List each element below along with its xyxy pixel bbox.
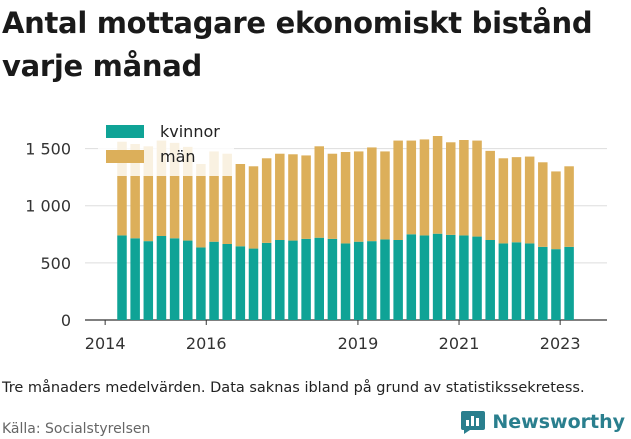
bar-segment-kvinnor (564, 246, 574, 320)
bar-segment-män (301, 155, 311, 239)
chart-title: Antal mottagare ekonomiskt bistånd varje… (2, 6, 593, 83)
bar-segment-män (367, 147, 377, 242)
bar-segment-män (406, 140, 417, 235)
x-axis: 2014 2016 2019 2021 2023 (85, 320, 581, 353)
bar-segment-kvinnor (511, 242, 522, 320)
legend-label-män: män (160, 147, 196, 166)
newsworthy-logo-icon (461, 411, 486, 434)
bar-segment-kvinnor (340, 243, 351, 320)
bar-segment-kvinnor (261, 242, 272, 320)
bar-segment-män (288, 154, 298, 241)
bar-segment-män (564, 166, 574, 247)
y-tick-label: 0 (61, 311, 71, 330)
bars (117, 136, 574, 320)
bar-segment-kvinnor (353, 241, 364, 320)
bar-segment-kvinnor (406, 234, 417, 320)
bar-segment-män (511, 157, 522, 243)
legend-swatch-män (106, 150, 144, 163)
x-tick-label: 2023 (540, 334, 581, 353)
bar-segment-män (459, 140, 469, 236)
bar-segment-kvinnor (498, 243, 509, 320)
chart-caption: Tre månaders medelvärden. Data saknas ib… (2, 380, 585, 396)
bar-segment-män (235, 164, 246, 247)
bar-segment-män (261, 158, 272, 243)
bar-segment-kvinnor (446, 234, 456, 320)
bar-segment-kvinnor (380, 239, 390, 320)
bar-segment-män (498, 158, 509, 244)
bar-segment-kvinnor (524, 243, 535, 320)
legend-swatch-kvinnor (106, 125, 144, 138)
bar-segment-män (248, 166, 259, 249)
y-tick-label: 500 (40, 254, 71, 273)
bar-segment-kvinnor (551, 249, 561, 320)
bar-segment-kvinnor (314, 237, 324, 320)
bar-segment-kvinnor (538, 246, 548, 320)
bar-segment-kvinnor (196, 247, 206, 320)
bar-segment-män (524, 156, 535, 244)
bar-segment-män (393, 140, 403, 240)
bar-segment-kvinnor (419, 235, 430, 320)
legend-label-kvinnor: kvinnor (160, 122, 220, 141)
bar-segment-kvinnor (117, 235, 127, 320)
bar-segment-män (275, 153, 285, 240)
bar-segment-kvinnor (130, 238, 140, 320)
bar-segment-kvinnor (367, 241, 377, 320)
brand-name: Newsworthy (492, 411, 625, 433)
bar-chart: 0 500 1 000 1 500 2014 2016 2019 2021 2023 kvin… (25, 120, 607, 353)
x-tick-label: 2019 (338, 334, 379, 353)
bar-segment-män (340, 152, 351, 244)
bar-segment-män (196, 164, 206, 248)
bar-segment-kvinnor (275, 240, 285, 320)
bar-segment-män (156, 140, 167, 236)
bar-segment-kvinnor (301, 238, 311, 320)
bar-segment-kvinnor (472, 236, 482, 320)
bar-segment-kvinnor (248, 248, 259, 320)
bar-segment-män (419, 139, 430, 236)
bar-segment-kvinnor (143, 241, 154, 320)
bar-segment-kvinnor (169, 238, 180, 320)
bar-segment-män (446, 142, 456, 235)
y-tick-label: 1 500 (25, 140, 71, 159)
bar-segment-kvinnor (432, 233, 443, 320)
bar-segment-män (117, 141, 127, 236)
bar-segment-män (209, 151, 219, 242)
bar-segment-kvinnor (485, 240, 495, 320)
bar-segment-män (314, 146, 324, 238)
source-note: Källa: Socialstyrelsen (2, 421, 151, 437)
x-tick-label: 2021 (439, 334, 480, 353)
x-tick-label: 2014 (85, 334, 126, 353)
bar-segment-män (183, 146, 193, 241)
bar-segment-män (551, 171, 561, 250)
bar-segment-män (485, 150, 495, 240)
bar-segment-män (353, 151, 364, 242)
bar-segment-män (169, 142, 180, 239)
brand: Newsworthy (460, 409, 625, 435)
bar-segment-män (380, 151, 390, 240)
bar-segment-kvinnor (459, 235, 469, 320)
bar-segment-män (143, 146, 154, 242)
bar-segment-kvinnor (393, 240, 403, 320)
bar-segment-kvinnor (209, 241, 219, 320)
bar-segment-män (327, 153, 338, 239)
bar-segment-män (432, 136, 443, 234)
bar-segment-män (222, 153, 232, 244)
bar-segment-män (472, 140, 482, 237)
y-axis: 0 500 1 000 1 500 (25, 140, 71, 330)
bar-segment-kvinnor (235, 246, 246, 320)
bar-segment-kvinnor (222, 244, 232, 320)
x-tick-label: 2016 (186, 334, 227, 353)
bar-segment-kvinnor (288, 240, 298, 320)
bar-segment-kvinnor (156, 236, 167, 320)
legend: kvinnor män (98, 120, 234, 176)
y-tick-label: 1 000 (25, 197, 71, 216)
bar-segment-män (538, 162, 548, 247)
bar-segment-kvinnor (183, 240, 193, 320)
bar-segment-kvinnor (327, 238, 338, 320)
bar-segment-män (130, 144, 140, 239)
